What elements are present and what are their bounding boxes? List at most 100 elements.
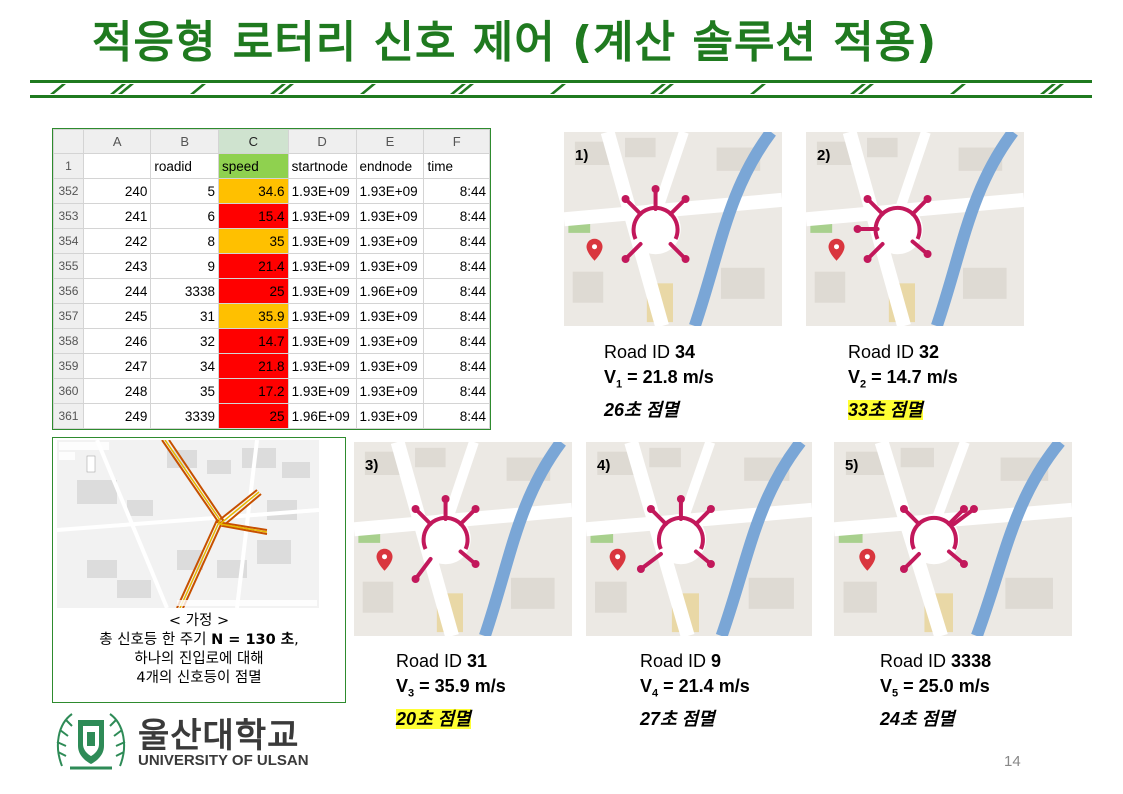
cell-startnode[interactable]: 1.93E+09 <box>287 178 357 204</box>
cell-a[interactable]: 244 <box>82 278 152 304</box>
cell-roadid[interactable]: 8 <box>150 228 219 254</box>
cell-roadid[interactable]: 31 <box>150 303 219 329</box>
cell-roadid[interactable]: 34 <box>150 353 219 379</box>
cell-time[interactable]: 8:44 <box>423 253 490 279</box>
header-cell[interactable]: roadid <box>150 153 219 179</box>
cell-roadid[interactable]: 32 <box>150 328 219 354</box>
cell-speed[interactable]: 21.8 <box>217 353 289 379</box>
column-header[interactable]: A <box>82 129 152 154</box>
assumption-signals: 4개의 신호등이 점멸 <box>136 670 262 686</box>
cell-a[interactable]: 247 <box>82 353 152 379</box>
cell-endnode[interactable]: 1.93E+09 <box>355 328 425 354</box>
column-header-row: A B C D E F <box>53 129 490 154</box>
page-number: 14 <box>1004 753 1021 770</box>
cell-time[interactable]: 8:44 <box>423 378 490 404</box>
cell-endnode[interactable]: 1.93E+09 <box>355 378 425 404</box>
header-cell[interactable] <box>82 153 152 179</box>
cell-endnode[interactable]: 1.93E+09 <box>355 228 425 254</box>
cell-endnode[interactable]: 1.93E+09 <box>355 303 425 329</box>
road-network-map[interactable] <box>57 440 319 608</box>
speed-line: V2 = 14.7 m/s <box>848 367 958 391</box>
panel-label: 5) <box>845 457 859 474</box>
road-id-line: Road ID 9 <box>640 651 722 671</box>
cell-a[interactable]: 246 <box>82 328 152 354</box>
cell-time[interactable]: 8:44 <box>423 353 490 379</box>
blink-time: 26초 점멸 <box>604 399 679 420</box>
cell-startnode[interactable]: 1.93E+09 <box>287 203 357 229</box>
cell-startnode[interactable]: 1.93E+09 <box>287 278 357 304</box>
cell-endnode[interactable]: 1.93E+09 <box>355 203 425 229</box>
cell-time[interactable]: 8:44 <box>423 403 490 429</box>
cell-speed[interactable]: 15.4 <box>217 203 289 229</box>
road-id-line: Road ID 32 <box>848 342 940 362</box>
cell-a[interactable]: 242 <box>82 228 152 254</box>
blink-time: 33초 점멸 <box>848 399 923 420</box>
map-image <box>564 132 782 326</box>
column-header[interactable]: E <box>355 129 425 154</box>
cell-a[interactable]: 240 <box>82 178 152 204</box>
cell-roadid[interactable]: 3339 <box>150 403 219 429</box>
cell-time[interactable]: 8:44 <box>423 178 490 204</box>
column-header[interactable]: C <box>217 129 289 154</box>
slide-title: 적응형 로터리 신호 제어 (계산 솔루션 적용) <box>92 17 938 68</box>
cell-roadid[interactable]: 5 <box>150 178 219 204</box>
cell-speed[interactable]: 35 <box>217 228 289 254</box>
university-emblem-icon <box>56 713 126 770</box>
cell-a[interactable]: 248 <box>82 378 152 404</box>
roundabout-map-thumbnail[interactable] <box>354 442 572 636</box>
cell-endnode[interactable]: 1.93E+09 <box>355 178 425 204</box>
cell-roadid[interactable]: 9 <box>150 253 219 279</box>
cell-roadid[interactable]: 35 <box>150 378 219 404</box>
roundabout-map-thumbnail[interactable] <box>834 442 1072 636</box>
column-header[interactable]: F <box>423 129 490 154</box>
header-cell[interactable]: startnode <box>287 153 357 179</box>
roundabout-map-thumbnail[interactable] <box>564 132 782 326</box>
cell-speed[interactable]: 34.6 <box>217 178 289 204</box>
cell-time[interactable]: 8:44 <box>423 303 490 329</box>
cell-speed[interactable]: 25 <box>217 278 289 304</box>
panel-label: 3) <box>365 457 379 474</box>
cell-startnode[interactable]: 1.93E+09 <box>287 353 357 379</box>
cell-endnode[interactable]: 1.93E+09 <box>355 403 425 429</box>
cell-speed[interactable]: 14.7 <box>217 328 289 354</box>
roundabout-map-thumbnail[interactable] <box>586 442 812 636</box>
road-info: Road ID 3338 V5 = 25.0 m/s 24초 점멸 <box>880 649 991 732</box>
map-image <box>834 442 1072 636</box>
cell-a[interactable]: 241 <box>82 203 152 229</box>
blink-time: 27초 점멸 <box>640 708 715 729</box>
cell-roadid[interactable]: 3338 <box>150 278 219 304</box>
cell-startnode[interactable]: 1.93E+09 <box>287 253 357 279</box>
cell-time[interactable]: 8:44 <box>423 278 490 304</box>
header-cell[interactable]: time <box>423 153 490 179</box>
row-number: 353 <box>53 203 84 229</box>
cell-speed[interactable]: 21.4 <box>217 253 289 279</box>
cell-a[interactable]: 243 <box>82 253 152 279</box>
map-image <box>354 442 572 636</box>
cell-time[interactable]: 8:44 <box>423 203 490 229</box>
road-id-line: Road ID 31 <box>396 651 488 671</box>
cell-endnode[interactable]: 1.96E+09 <box>355 278 425 304</box>
cell-startnode[interactable]: 1.96E+09 <box>287 403 357 429</box>
cell-a[interactable]: 245 <box>82 303 152 329</box>
cell-startnode[interactable]: 1.93E+09 <box>287 303 357 329</box>
cell-endnode[interactable]: 1.93E+09 <box>355 353 425 379</box>
table-row: 358 246 32 14.7 1.93E+09 1.93E+09 8:44 <box>53 328 490 354</box>
cell-roadid[interactable]: 6 <box>150 203 219 229</box>
column-header[interactable]: B <box>150 129 219 154</box>
header-cell[interactable]: speed <box>217 153 289 179</box>
cell-time[interactable]: 8:44 <box>423 328 490 354</box>
column-header[interactable]: D <box>287 129 357 154</box>
cell-speed[interactable]: 17.2 <box>217 378 289 404</box>
cell-startnode[interactable]: 1.93E+09 <box>287 328 357 354</box>
cell-endnode[interactable]: 1.93E+09 <box>355 253 425 279</box>
cell-startnode[interactable]: 1.93E+09 <box>287 378 357 404</box>
cell-a[interactable]: 249 <box>82 403 152 429</box>
cell-time[interactable]: 8:44 <box>423 228 490 254</box>
cell-speed[interactable]: 35.9 <box>217 303 289 329</box>
table-row: 360 248 35 17.2 1.93E+09 1.93E+09 8:44 <box>53 378 490 404</box>
cell-startnode[interactable]: 1.93E+09 <box>287 228 357 254</box>
road-id: 3338 <box>951 651 992 671</box>
cell-speed[interactable]: 25 <box>217 403 289 429</box>
header-cell[interactable]: endnode <box>355 153 425 179</box>
roundabout-map-thumbnail[interactable] <box>806 132 1024 326</box>
